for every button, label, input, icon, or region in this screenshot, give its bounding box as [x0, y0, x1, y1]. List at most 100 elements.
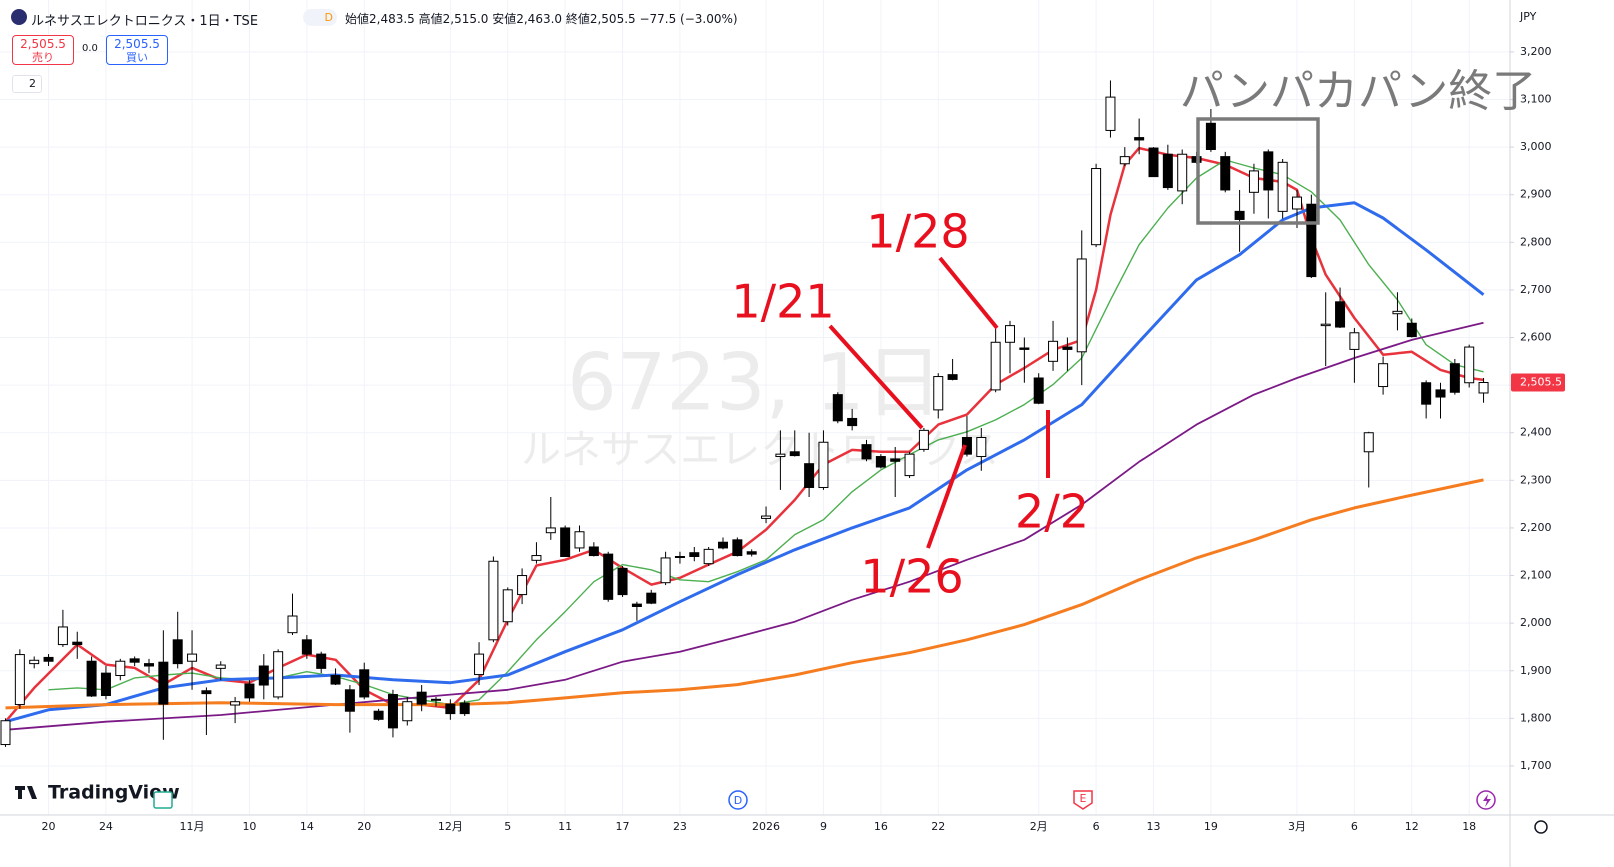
candle-body — [1048, 340, 1059, 362]
candle-body — [86, 660, 97, 697]
arrow — [926, 444, 967, 549]
event-marker[interactable] — [1073, 790, 1093, 810]
x-tick-label: 17 — [616, 820, 630, 833]
y-tick-label: 1,900 — [1520, 664, 1552, 677]
candle-body — [1392, 310, 1403, 315]
candle-body — [316, 653, 327, 669]
event-icon — [1483, 794, 1491, 807]
candle-body — [230, 701, 241, 706]
candle-body — [1306, 203, 1317, 278]
buy-button[interactable]: 2,505.5 買い — [106, 35, 168, 65]
candle-body — [1292, 196, 1302, 210]
indicators-count: 2 — [29, 77, 36, 90]
x-tick-label: 11月 — [180, 820, 205, 833]
y-tick-label: 3,100 — [1520, 92, 1552, 105]
x-tick-label: 5 — [504, 820, 511, 833]
event-marker[interactable] — [728, 790, 748, 810]
x-tick-label: 10 — [242, 820, 256, 833]
logo-mark — [15, 786, 37, 799]
candle-body — [172, 639, 183, 665]
candle-body — [718, 541, 728, 549]
x-tick-label: 14 — [300, 820, 314, 833]
candle-body — [1033, 377, 1044, 404]
candle-body — [144, 663, 154, 667]
candle-body — [646, 592, 657, 604]
candle-body — [402, 701, 413, 722]
event-marker[interactable] — [153, 791, 173, 809]
candle-body — [201, 690, 212, 695]
annotation: 1/21 — [731, 275, 834, 329]
candle-body — [100, 672, 111, 697]
candle-body — [732, 539, 743, 557]
candle-body — [14, 654, 25, 706]
candle-body — [847, 417, 858, 427]
candle-body — [1248, 170, 1259, 193]
candle-body — [273, 651, 284, 698]
candle-body — [215, 664, 226, 669]
candle-body — [1421, 382, 1432, 405]
y-tick-label: 2,200 — [1520, 521, 1552, 534]
interval-badge[interactable]: D — [303, 9, 337, 26]
candle-body — [531, 555, 542, 561]
candle-body — [115, 660, 126, 677]
candle-body — [674, 556, 685, 559]
logo-text: TradingView — [48, 782, 180, 804]
x-tick-label: 16 — [874, 820, 888, 833]
plot — [0, 80, 1489, 747]
annotation: 2/2 — [1015, 485, 1089, 539]
candle-body — [1162, 153, 1173, 189]
indicators-toggle[interactable]: 2 — [12, 75, 42, 93]
annotations: 1/21 1/26 1/28 2/2 — [731, 205, 1089, 604]
symbol-logo — [11, 9, 27, 25]
candle-body — [918, 429, 929, 450]
event-label: E — [1080, 792, 1087, 805]
candle-body — [1277, 161, 1288, 212]
x-tick-label: 13 — [1147, 820, 1161, 833]
candle-body — [344, 689, 355, 712]
candle-body — [1019, 347, 1030, 350]
y-tick-label: 2,600 — [1520, 331, 1552, 344]
candle-body — [990, 341, 1001, 391]
x-tick-label: 19 — [1204, 820, 1218, 833]
candle-body — [761, 515, 772, 519]
logo: TradingView — [15, 782, 180, 804]
candle-body — [29, 659, 40, 665]
candle-body — [1062, 346, 1073, 350]
candle-body — [789, 451, 800, 457]
candle-body — [832, 394, 843, 422]
currency[interactable]: JPY — [1519, 10, 1537, 23]
candle-body — [904, 453, 915, 477]
y-tick-label: 2,000 — [1520, 616, 1552, 629]
x-tick-label: 23 — [673, 820, 687, 833]
candle-body — [445, 703, 456, 715]
x-tick-label: 9 — [820, 820, 827, 833]
sell-price: 2,505.5 — [20, 37, 66, 51]
candle-body — [0, 720, 11, 746]
candle-body — [660, 557, 671, 584]
candle-body — [1177, 153, 1188, 192]
candle-body — [1320, 323, 1331, 327]
last-price-label: 2,505.5 — [1520, 376, 1562, 389]
candle-body — [387, 694, 398, 729]
candle-body — [502, 589, 513, 623]
y-tick-label: 1,800 — [1520, 711, 1552, 724]
y-tick-label: 3,200 — [1520, 45, 1552, 58]
candle-body — [961, 436, 972, 455]
symbol-title[interactable]: ルネサスエレクトロニクス・1日・TSE — [31, 14, 259, 29]
candle-body — [287, 615, 298, 634]
candle-body — [1449, 363, 1460, 393]
buy-label: 買い — [126, 51, 148, 64]
candle-body — [1234, 210, 1245, 220]
y-tick-label: 2,700 — [1520, 283, 1552, 296]
candle-body — [416, 691, 427, 705]
last-price-box — [1511, 373, 1565, 392]
candle-body — [301, 639, 312, 655]
candle-body — [431, 698, 441, 701]
annotation: 1/28 — [866, 205, 969, 259]
candle-body — [1464, 346, 1475, 384]
settings-button[interactable] — [1534, 820, 1548, 834]
sell-button[interactable]: 2,505.5 売り — [12, 35, 74, 65]
candle-body — [603, 553, 614, 600]
